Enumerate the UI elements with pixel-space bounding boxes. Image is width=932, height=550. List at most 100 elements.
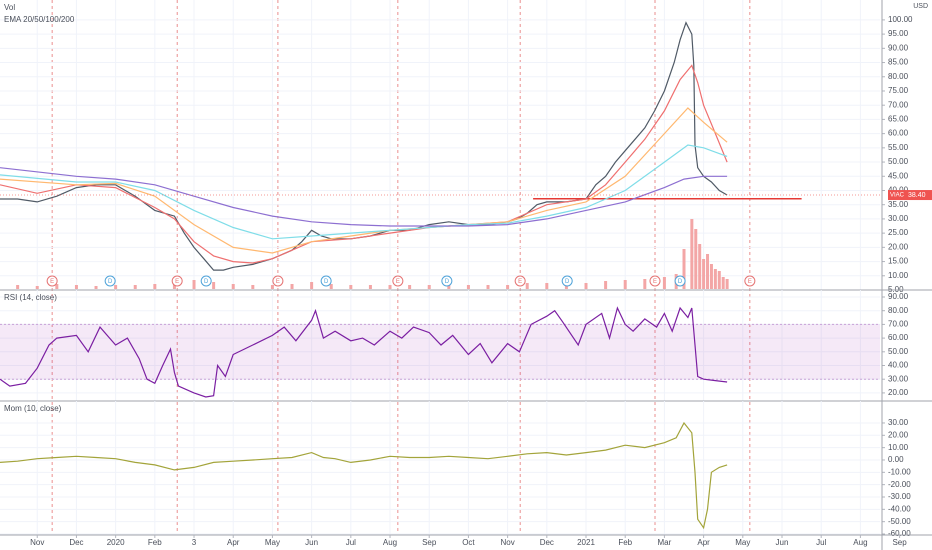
y-tick-label: -30.00 [888,492,911,501]
x-tick-label: Feb [618,538,632,547]
event-label: D [565,279,570,285]
x-tick-label: 3 [192,538,197,547]
volume-bar [329,284,333,289]
event-marker [392,275,404,287]
x-tick-label: Aug [383,538,397,547]
volume-bar [427,285,431,289]
event-label: E [175,279,179,285]
event-label: E [653,279,657,285]
event-label: E [50,279,54,285]
volume-bar [486,285,490,289]
x-tick-label: Nov [500,538,514,547]
volume-bar [682,249,686,289]
rsi-band [0,324,880,380]
volume-bar [725,279,729,289]
y-tick-label: 45.00 [888,171,909,180]
x-tick-label: Jul [346,538,356,547]
volume-bar [114,285,118,289]
x-tick-label: Dec [69,538,83,547]
y-tick-label: 25.00 [888,228,909,237]
y-tick-label: -40.00 [888,504,911,513]
event-marker [441,275,453,287]
y-tick-label: 10.00 [888,271,909,280]
y-tick-label: -50.00 [888,517,911,526]
pane-subtitle: EMA 20/50/100/200 [4,15,75,24]
volume-bar [74,285,78,289]
y-tick-label: 20.00 [888,388,909,397]
volume-bar [447,284,451,289]
y-tick-label: 20.00 [888,430,909,439]
volume-bar [694,229,698,289]
event-label: D [108,279,113,285]
y-tick-label: 95.00 [888,29,909,38]
y-tick-label: 60.00 [888,333,909,342]
event-marker [104,275,116,287]
y-tick-label: -10.00 [888,467,911,476]
volume-bar [525,283,529,289]
volume-bar [212,282,216,289]
event-marker [272,275,284,287]
x-tick-label: Sep [422,538,437,547]
event-marker [200,275,212,287]
volume-bar [55,284,59,289]
x-tick-label: May [265,538,280,547]
y-tick-label: 55.00 [888,143,909,152]
series-line [0,306,728,398]
x-tick-label: Feb [148,538,162,547]
event-label: E [748,279,752,285]
event-label: E [518,279,522,285]
symbol-label: VIAC [890,193,905,199]
volume-bar [94,286,98,289]
y-tick-label: 65.00 [888,115,909,124]
x-tick-label: Nov [30,538,44,547]
volume-bar [690,219,694,289]
event-label: D [678,279,683,285]
volume-bar [662,277,666,289]
x-tick-label: Jun [305,538,318,547]
volume-bar [310,282,314,289]
x-tick-label: 2021 [577,538,595,547]
event-label: D [204,279,209,285]
y-tick-label: -20.00 [888,480,911,489]
volume-bar [16,285,20,289]
y-tick-label: 30.00 [888,418,909,427]
event-marker [744,275,756,287]
last-price-label: 38.40 [908,192,926,199]
volume-bar [349,285,353,289]
volume-bar [388,285,392,289]
volume-bar [604,281,608,289]
x-tick-label: Sep [892,538,907,547]
volume-bar [584,283,588,289]
volume-bar [251,285,255,289]
y-tick-label: 0.00 [888,455,904,464]
pane-title: Mom (10, close) [4,404,62,413]
y-tick-label: 70.00 [888,100,909,109]
volume-bar [643,279,647,289]
x-tick-label: Oct [462,538,475,547]
volume-bar [721,277,725,289]
volume-bar [564,284,568,289]
volume-bar [713,269,717,289]
volume-bar [153,284,157,289]
volume-bar [545,283,549,289]
volume-bar [231,284,235,289]
y-tick-label: 35.00 [888,200,909,209]
volume-bar [623,280,627,289]
event-label: E [276,279,280,285]
volume-bar [35,286,39,289]
x-tick-label: Aug [853,538,867,547]
x-tick-label: Apr [227,538,240,547]
volume-bar [133,285,137,289]
pane-title: Vol [4,3,15,12]
y-tick-label: 10.00 [888,443,909,452]
series-line [0,144,728,240]
last-price-box [888,190,932,201]
y-tick-label: 70.00 [888,320,909,329]
y-tick-label: 50.00 [888,347,909,356]
y-tick-label: 30.00 [888,374,909,383]
event-marker [46,275,58,287]
volume-bar [408,285,412,289]
x-tick-label: 2020 [107,538,125,547]
